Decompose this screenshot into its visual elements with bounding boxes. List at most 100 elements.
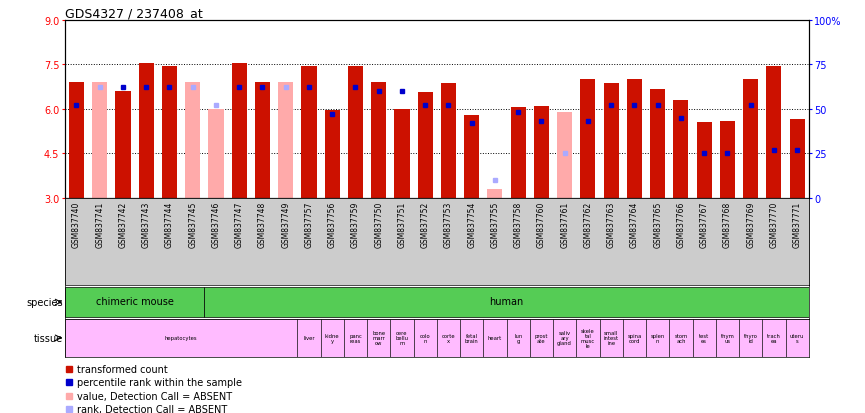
Bar (646, 319, 670, 357)
Text: GSM837749: GSM837749 (281, 201, 291, 247)
Bar (437, 319, 460, 357)
Bar (534, 107, 549, 198)
Text: GSM837750: GSM837750 (375, 201, 383, 247)
Bar (255, 83, 270, 198)
Text: small
intest
ine: small intest ine (604, 330, 618, 346)
Text: thym
us: thym us (721, 333, 734, 343)
Bar (673, 101, 689, 198)
Text: panc
reas: panc reas (349, 333, 362, 343)
Bar (507, 319, 530, 357)
Text: tissue: tissue (34, 333, 63, 343)
Text: spina
cord: spina cord (627, 333, 642, 343)
Bar (766, 66, 781, 198)
Text: skele
tal
musc
le: skele tal musc le (580, 328, 595, 348)
Bar (716, 319, 739, 357)
Bar (576, 319, 599, 357)
Bar (208, 109, 223, 198)
Text: GSM837763: GSM837763 (606, 201, 616, 247)
Bar (69, 83, 84, 198)
Text: GSM837742: GSM837742 (119, 201, 127, 247)
Bar (623, 319, 646, 357)
Text: GSM837740: GSM837740 (72, 201, 81, 247)
Text: GSM837759: GSM837759 (351, 201, 360, 247)
Text: transformed count: transformed count (77, 364, 168, 374)
Text: chimeric mouse: chimeric mouse (96, 297, 174, 306)
Bar (232, 64, 247, 198)
Text: human: human (490, 297, 523, 306)
Bar (138, 64, 154, 198)
Bar (696, 123, 712, 198)
Bar (65, 319, 298, 357)
Text: GSM837766: GSM837766 (676, 201, 685, 247)
Text: GSM837765: GSM837765 (653, 201, 663, 247)
Bar (790, 120, 804, 198)
Text: GSM837744: GSM837744 (165, 201, 174, 247)
Text: GSM837767: GSM837767 (700, 201, 708, 247)
Text: GSM837760: GSM837760 (537, 201, 546, 247)
Text: GSM837741: GSM837741 (95, 201, 105, 247)
Bar (670, 319, 693, 357)
Bar (580, 80, 595, 198)
Bar (529, 319, 553, 357)
Text: GSM837764: GSM837764 (630, 201, 639, 247)
Text: liver: liver (303, 335, 315, 341)
Text: GSM837755: GSM837755 (490, 201, 499, 247)
Bar (204, 287, 809, 317)
Bar (279, 83, 293, 198)
Bar (720, 121, 735, 198)
Bar (418, 93, 432, 198)
Bar (484, 319, 507, 357)
Text: GSM837761: GSM837761 (561, 201, 569, 247)
Bar (441, 84, 456, 198)
Text: GSM837768: GSM837768 (723, 201, 732, 247)
Text: GSM837751: GSM837751 (397, 201, 407, 247)
Text: GSM837743: GSM837743 (142, 201, 151, 247)
Text: lun
g: lun g (514, 333, 522, 343)
Text: prost
ate: prost ate (535, 333, 548, 343)
Bar (115, 92, 131, 198)
Bar (693, 319, 716, 357)
Bar (510, 108, 526, 198)
Text: splen
n: splen n (650, 333, 665, 343)
Text: uteru
s: uteru s (790, 333, 804, 343)
Bar (371, 83, 387, 198)
Text: cere
bellu
m: cere bellu m (395, 330, 408, 346)
Bar (324, 111, 340, 198)
Text: fetal
brain: fetal brain (465, 333, 478, 343)
Bar (321, 319, 344, 357)
Text: kidne
y: kidne y (325, 333, 340, 343)
Text: trach
ea: trach ea (767, 333, 781, 343)
Bar (93, 83, 107, 198)
Text: test
es: test es (699, 333, 709, 343)
Text: GSM837754: GSM837754 (467, 201, 477, 247)
Text: GSM837756: GSM837756 (328, 201, 336, 247)
Bar (465, 115, 479, 198)
Text: percentile rank within the sample: percentile rank within the sample (77, 377, 242, 387)
Text: hepatocytes: hepatocytes (165, 335, 197, 341)
Bar (743, 80, 759, 198)
Text: saliv
ary
gland: saliv ary gland (557, 330, 572, 346)
Text: GSM837753: GSM837753 (444, 201, 453, 247)
Bar (348, 66, 363, 198)
Bar (413, 319, 437, 357)
Bar (390, 319, 413, 357)
Bar (185, 83, 201, 198)
Text: corte
x: corte x (442, 333, 455, 343)
Bar (367, 319, 390, 357)
Bar (762, 319, 785, 357)
Bar (650, 90, 665, 198)
Text: GDS4327 / 237408_at: GDS4327 / 237408_at (65, 7, 202, 19)
Text: species: species (27, 297, 63, 307)
Bar (65, 287, 204, 317)
Bar (298, 319, 321, 357)
Text: colo
n: colo n (420, 333, 431, 343)
Bar (604, 84, 618, 198)
Bar (785, 319, 809, 357)
Text: stom
ach: stom ach (675, 333, 688, 343)
Text: value, Detection Call = ABSENT: value, Detection Call = ABSENT (77, 391, 233, 401)
Text: GSM837757: GSM837757 (304, 201, 313, 247)
Text: GSM837748: GSM837748 (258, 201, 267, 247)
Bar (739, 319, 762, 357)
Bar (627, 80, 642, 198)
Bar (162, 66, 177, 198)
